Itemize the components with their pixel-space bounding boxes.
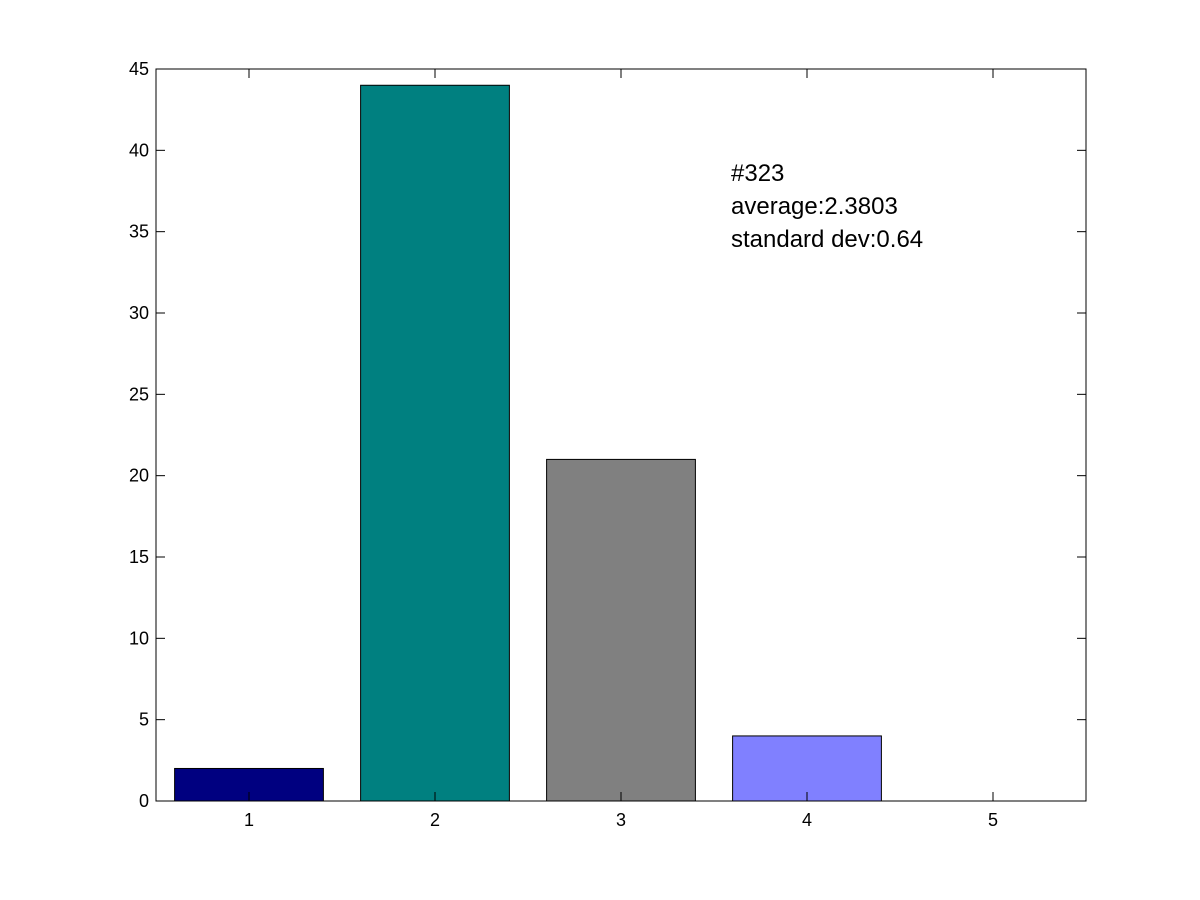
y-tick-label-25: 25: [129, 384, 149, 404]
bar-3: [547, 459, 696, 801]
y-tick-label-40: 40: [129, 140, 149, 160]
y-tick-label-45: 45: [129, 59, 149, 79]
bar-2: [361, 85, 510, 801]
x-tick-label-3: 3: [616, 810, 626, 830]
y-tick-label-35: 35: [129, 222, 149, 242]
y-tick-label-20: 20: [129, 466, 149, 486]
annotation: #323 average:2.3803 standard dev:0.64: [731, 160, 923, 253]
y-tick-label-0: 0: [139, 791, 149, 811]
bar-4: [733, 736, 882, 801]
annotation-line-2: average:2.3803: [731, 193, 898, 220]
y-tick-label-5: 5: [139, 710, 149, 730]
x-tick-label-4: 4: [802, 810, 812, 830]
y-tick-label-30: 30: [129, 303, 149, 323]
annotation-line-1: #323: [731, 160, 784, 187]
x-tick-label-2: 2: [430, 810, 440, 830]
annotation-line-3: standard dev:0.64: [731, 226, 923, 253]
y-tick-label-15: 15: [129, 547, 149, 567]
x-tick-label-5: 5: [988, 810, 998, 830]
y-tick-label-10: 10: [129, 628, 149, 648]
x-tick-label-1: 1: [244, 810, 254, 830]
